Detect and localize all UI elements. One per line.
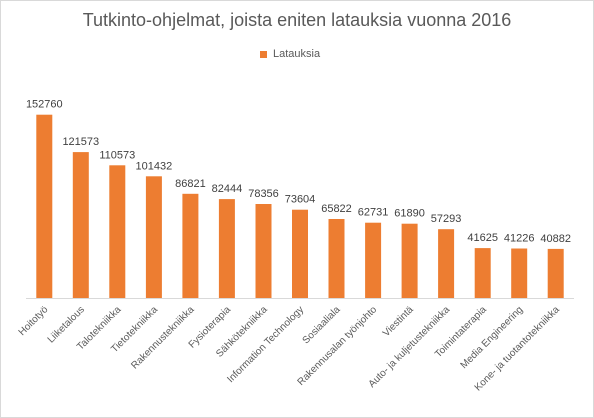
data-label: 152760 xyxy=(26,99,63,111)
x-tick-label: Rakennustekniikka xyxy=(129,304,196,371)
bar xyxy=(292,209,308,298)
data-label: 110573 xyxy=(99,149,135,161)
data-label: 78356 xyxy=(248,188,279,200)
data-label: 41625 xyxy=(467,232,498,244)
bar xyxy=(182,193,199,298)
legend-swatch xyxy=(260,50,267,58)
bar xyxy=(218,199,235,298)
tick-labels-group: HoitotyöLiiketalousTalotekniikkaTietotek… xyxy=(17,304,562,393)
data-label: 61890 xyxy=(394,208,425,220)
bar xyxy=(328,219,345,298)
chart-title: Tutkinto-ohjelmat, joista eniten latauks… xyxy=(82,10,512,30)
bar xyxy=(36,114,53,298)
bar xyxy=(72,152,89,298)
data-label: 65822 xyxy=(321,203,352,215)
data-label: 62731 xyxy=(358,207,389,219)
bar xyxy=(547,248,564,298)
bar xyxy=(255,204,272,298)
legend: Latauksia xyxy=(260,48,320,60)
data-label: 121573 xyxy=(62,136,99,148)
bar xyxy=(474,248,491,298)
x-tick-label: Viestintä xyxy=(381,304,416,339)
data-label: 41226 xyxy=(504,233,535,245)
bar xyxy=(401,223,418,298)
x-tick-label: Media Engineering xyxy=(459,304,526,371)
bar xyxy=(365,222,382,298)
bar xyxy=(511,248,528,298)
bar xyxy=(438,229,455,298)
x-tick-label: Information Technology xyxy=(225,304,306,385)
bar xyxy=(145,176,162,298)
data-label: 101432 xyxy=(136,160,173,172)
data-label: 82444 xyxy=(212,183,243,195)
data-label: 86821 xyxy=(175,178,206,190)
data-label: 40882 xyxy=(540,233,571,245)
data-label: 57293 xyxy=(431,213,462,225)
bar xyxy=(109,165,126,298)
x-tick-label: Hoitotyö xyxy=(17,304,51,338)
bars-group xyxy=(36,114,564,298)
data-label: 73604 xyxy=(285,194,316,206)
legend-label: Latauksia xyxy=(273,48,321,60)
